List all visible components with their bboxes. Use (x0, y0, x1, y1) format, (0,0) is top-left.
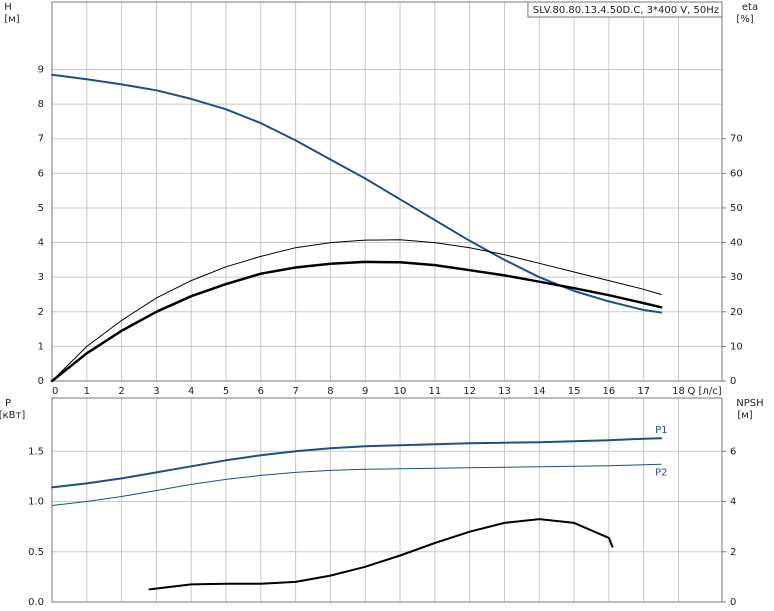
y2-tick-label: 0 (730, 597, 736, 608)
series-label: P1 (655, 425, 667, 436)
y-tick-label: 5 (38, 203, 44, 214)
curve (51, 437, 663, 489)
y-tick-label: 9 (38, 64, 44, 75)
x-tick-label: 1 (84, 386, 90, 397)
x-tick-label: 4 (188, 386, 194, 397)
curve (148, 518, 614, 591)
y-tick-label: 4 (38, 238, 44, 249)
x-axis-label: Q [л/с] (687, 386, 721, 397)
x-tick-label: 11 (428, 386, 441, 397)
x-tick-label: 0 (52, 386, 58, 397)
y2-tick-label: 30 (730, 272, 743, 283)
y2-axis-label: eta (742, 2, 758, 13)
y-tick-label: 0.5 (28, 547, 44, 558)
x-tick-label: 9 (362, 386, 368, 397)
y2-tick-label: 6 (730, 446, 736, 457)
y2-tick-label: 40 (730, 238, 743, 249)
y2-tick-label: 0 (730, 376, 736, 387)
x-tick-label: 17 (637, 386, 650, 397)
y2-axis-label: NPSH (736, 398, 763, 409)
y2-tick-label: 2 (730, 547, 736, 558)
y-axis-unit: [кВт] (0, 410, 25, 421)
series-label: P2 (655, 467, 667, 478)
y-tick-label: 1.0 (28, 497, 44, 508)
title-box (527, 1, 723, 18)
y-axis-unit: [м] (4, 14, 19, 25)
y2-tick-label: 4 (730, 497, 736, 508)
y2-tick-label: 70 (730, 134, 743, 145)
x-tick-label: 10 (394, 386, 407, 397)
y-axis-label: P (5, 398, 11, 409)
x-tick-label: 8 (327, 386, 333, 397)
x-tick-label: 13 (498, 386, 511, 397)
curve (50, 260, 663, 383)
curve (51, 73, 663, 314)
y2-tick-label: 10 (730, 341, 743, 352)
x-tick-label: 15 (568, 386, 581, 397)
x-tick-label: 2 (118, 386, 124, 397)
plot-frame (51, 397, 723, 603)
y-tick-label: 1 (38, 341, 44, 352)
y-tick-label: 0 (38, 376, 44, 387)
y-tick-label: 6 (38, 168, 44, 179)
y-axis-label: H (4, 2, 12, 13)
y-tick-label: 7 (38, 134, 44, 145)
y-tick-label: 8 (38, 99, 44, 110)
x-tick-label: 14 (533, 386, 546, 397)
y2-tick-label: 50 (730, 203, 743, 214)
x-tick-label: 18 (672, 386, 685, 397)
plot-frame (51, 1, 723, 382)
y2-axis-unit: [%] (736, 14, 753, 25)
y-tick-label: 1.5 (28, 446, 44, 457)
x-tick-label: 16 (603, 386, 616, 397)
y2-axis-unit: [м] (737, 410, 752, 421)
y2-tick-label: 20 (730, 307, 743, 318)
x-tick-label: 12 (463, 386, 476, 397)
curve (51, 463, 662, 506)
x-tick-label: 5 (223, 386, 229, 397)
y-tick-label: 2 (38, 307, 44, 318)
y2-tick-label: 60 (730, 168, 743, 179)
y-tick-label: 0.0 (28, 597, 44, 608)
x-tick-label: 7 (292, 386, 298, 397)
curve (51, 239, 662, 382)
x-tick-label: 6 (258, 386, 264, 397)
x-tick-label: 3 (153, 386, 159, 397)
y-tick-label: 3 (38, 272, 44, 283)
chart-title: SLV.80.80.13.4.50D.C, 3*400 V, 50Hz (533, 5, 719, 16)
